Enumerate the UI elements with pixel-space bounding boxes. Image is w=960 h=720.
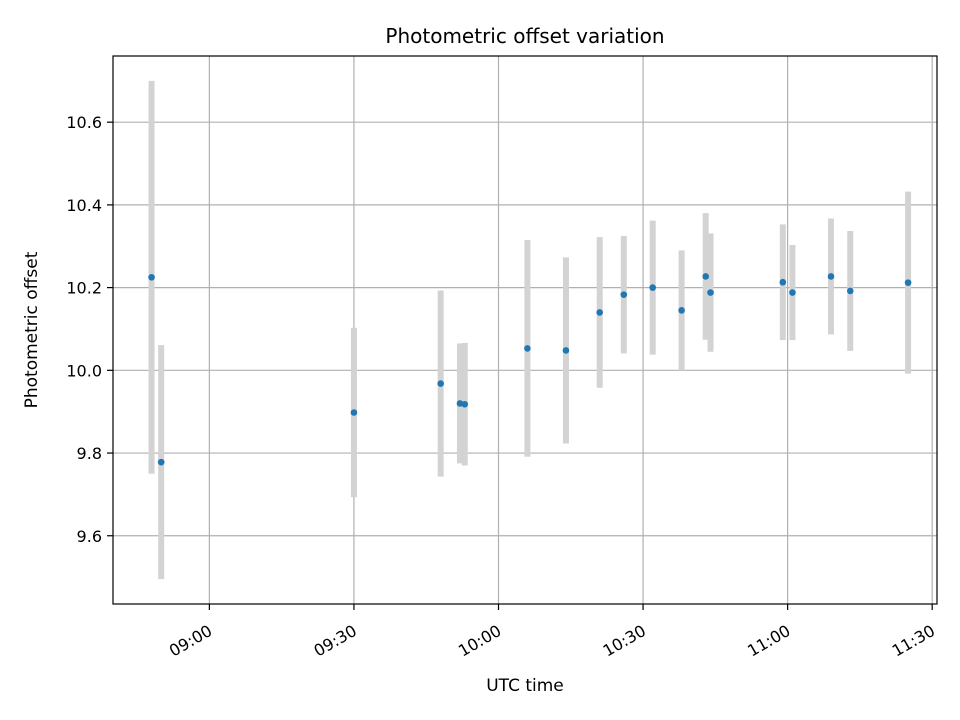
data-point xyxy=(904,279,912,286)
data-point xyxy=(596,309,603,316)
chart-title: Photometric offset variation xyxy=(385,24,664,48)
y-tick-label: 10.6 xyxy=(66,113,102,132)
data-point xyxy=(562,347,570,354)
y-tick-label: 10.0 xyxy=(66,361,102,380)
y-tick-label: 10.2 xyxy=(66,279,102,298)
y-tick-label: 9.8 xyxy=(77,444,102,463)
data-point xyxy=(649,284,656,291)
data-point xyxy=(461,400,469,408)
y-axis-label: Photometric offset xyxy=(22,251,42,408)
y-tick-label: 9.6 xyxy=(77,527,102,546)
y-axis-ticks: 9.6 9.8 10.0 10.2 10.4 10.6 xyxy=(66,113,113,546)
data-point xyxy=(350,409,358,416)
data-point xyxy=(524,345,531,352)
data-point xyxy=(827,273,835,280)
data-point xyxy=(678,307,685,314)
data-point xyxy=(702,273,710,280)
data-point xyxy=(437,380,444,387)
data-point xyxy=(846,287,854,295)
data-point xyxy=(148,273,155,281)
data-point xyxy=(620,291,628,298)
data-point xyxy=(779,278,787,286)
plot-frame xyxy=(112,55,938,605)
data-point xyxy=(707,289,714,296)
y-tick-label: 10.4 xyxy=(66,196,102,215)
data-points xyxy=(148,273,912,466)
data-point xyxy=(157,458,165,466)
x-axis-label: UTC time xyxy=(486,676,564,696)
data-point xyxy=(789,289,796,296)
